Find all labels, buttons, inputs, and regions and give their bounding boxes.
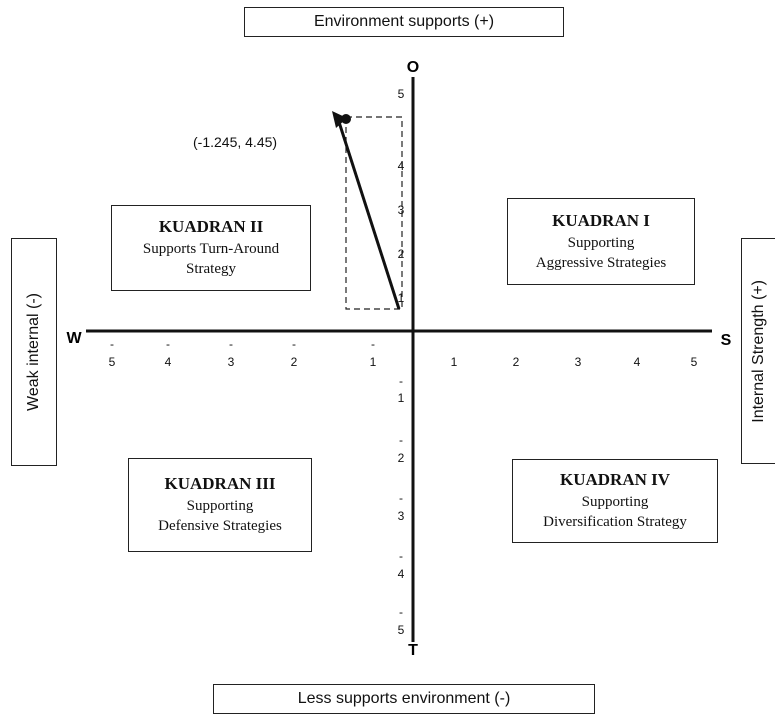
y-tick-neg-dash: - bbox=[399, 374, 403, 388]
y-tick-pos-2: 2 bbox=[398, 247, 405, 261]
strategy-point-marker bbox=[341, 114, 351, 124]
quadrant-2-line2: Strategy bbox=[186, 261, 236, 277]
right-label: Internal Strength (+) bbox=[741, 238, 775, 464]
x-ticks-positive: 1 2 3 4 5 bbox=[451, 355, 698, 369]
x-tick-neg-dash: - bbox=[110, 337, 114, 351]
dashed-projection-box bbox=[345, 116, 403, 310]
y-tick-pos-5: 5 bbox=[398, 87, 405, 101]
x-tick-neg-2: 2 bbox=[291, 355, 298, 369]
quadrant-4-line2: Diversification Strategy bbox=[543, 514, 687, 530]
y-tick-neg-5: 5 bbox=[398, 623, 405, 637]
quadrant-3-line2: Defensive Strategies bbox=[158, 518, 282, 534]
x-tick-pos-4: 4 bbox=[634, 355, 641, 369]
axis-letter-south: T bbox=[408, 642, 418, 659]
x-tick-neg-dash: - bbox=[166, 337, 170, 351]
y-tick-neg-dash: - bbox=[399, 549, 403, 563]
x-tick-pos-3: 3 bbox=[575, 355, 582, 369]
y-tick-pos-4: 4 bbox=[398, 159, 405, 173]
x-tick-pos-1: 1 bbox=[451, 355, 458, 369]
y-tick-neg-4: 4 bbox=[398, 567, 405, 581]
y-tick-neg-dash: - bbox=[399, 605, 403, 619]
strategy-arrow-line bbox=[337, 121, 401, 310]
y-tick-neg-3: 3 bbox=[398, 509, 405, 523]
x-ticks-negative: - 5 - 4 - 3 - 2 - 1 bbox=[109, 337, 377, 369]
quadrant-4-line1: Supporting bbox=[581, 494, 649, 510]
axis-letter-north: O bbox=[407, 59, 419, 76]
y-tick-neg-2: 2 bbox=[398, 451, 405, 465]
x-tick-neg-3: 3 bbox=[228, 355, 235, 369]
quadrant-4-box: KUADRAN IV Supporting Diversification St… bbox=[512, 459, 718, 543]
x-tick-pos-2: 2 bbox=[513, 355, 520, 369]
quadrant-3-title: KUADRAN III bbox=[164, 474, 276, 493]
y-tick-neg-dash: - bbox=[399, 433, 403, 447]
x-tick-neg-dash: - bbox=[292, 337, 296, 351]
y-tick-neg-dash: - bbox=[399, 491, 403, 505]
quadrant-1-box: KUADRAN I Supporting Aggressive Strategi… bbox=[507, 198, 695, 285]
x-tick-neg-dash: - bbox=[371, 337, 375, 351]
x-tick-neg-dash: - bbox=[229, 337, 233, 351]
top-label: Environment supports (+) bbox=[244, 7, 564, 37]
quadrant-3-line1: Supporting bbox=[186, 498, 254, 514]
x-tick-pos-5: 5 bbox=[691, 355, 698, 369]
quadrant-4-title: KUADRAN IV bbox=[559, 470, 671, 489]
quadrant-1-line2: Aggressive Strategies bbox=[535, 254, 667, 271]
y-ticks-positive: 1 2 3 4 5 bbox=[398, 87, 405, 305]
strategy-arrow-head bbox=[332, 111, 347, 128]
axis-letter-west: W bbox=[66, 330, 82, 347]
quadrant-1-line1: Supporting bbox=[567, 234, 635, 251]
quadrant-2-title: KUADRAN II bbox=[158, 217, 264, 236]
x-tick-neg-4: 4 bbox=[165, 355, 172, 369]
x-tick-neg-1: 1 bbox=[370, 355, 377, 369]
quadrant-1-title: KUADRAN I bbox=[552, 210, 650, 230]
y-ticks-negative: - 1 - 2 - 3 - 4 - 5 bbox=[398, 374, 405, 637]
quadrant-3-box: KUADRAN III Supporting Defensive Strateg… bbox=[128, 458, 312, 552]
quadrant-2-line1: Supports Turn-Around bbox=[142, 241, 280, 257]
quadrant-2-box: KUADRAN II Supports Turn-Around Strategy bbox=[111, 205, 311, 291]
y-tick-pos-3: 3 bbox=[398, 203, 405, 217]
y-tick-pos-1: 1 bbox=[398, 291, 405, 305]
y-tick-neg-1: 1 bbox=[398, 391, 405, 405]
point-coordinate-label: (-1.245, 4.45) bbox=[193, 134, 277, 150]
x-tick-neg-5: 5 bbox=[109, 355, 116, 369]
axis-letter-east: S bbox=[721, 332, 732, 349]
bottom-label-text: Less supports environment (-) bbox=[297, 690, 511, 707]
left-label: Weak internal (-) bbox=[11, 238, 57, 466]
top-label-text: Environment supports (+) bbox=[313, 13, 495, 30]
